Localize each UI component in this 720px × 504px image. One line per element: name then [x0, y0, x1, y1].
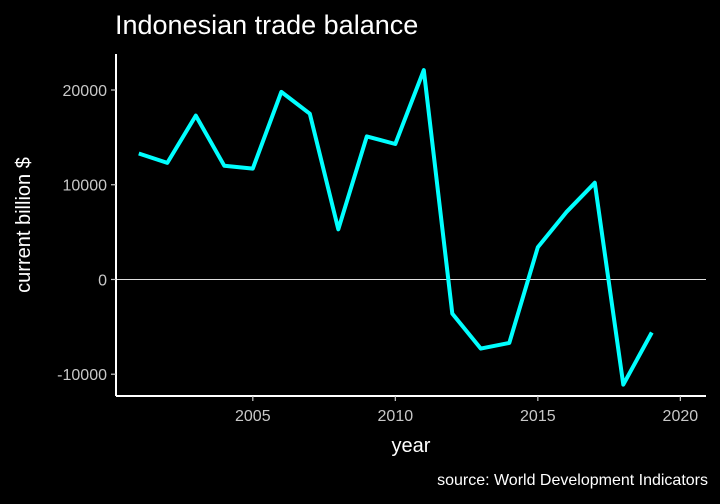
x-tick-label: 2010 — [378, 408, 414, 425]
series-line — [138, 68, 654, 387]
y-tick-label: 10000 — [63, 178, 108, 195]
y-tick-label: 20000 — [63, 83, 108, 100]
chart-caption: source: World Development Indicators — [437, 472, 708, 489]
x-tick-label: 2020 — [663, 408, 699, 425]
y-tick-label: 0 — [98, 272, 107, 289]
x-tick-label: 2015 — [520, 408, 556, 425]
x-tick-label: 2005 — [235, 408, 271, 425]
chart-title: Indonesian trade balance — [115, 10, 419, 40]
y-tick-label: -10000 — [57, 367, 107, 384]
y-axis-title: current billion $ — [13, 157, 35, 293]
x-axis-title: year — [392, 435, 431, 457]
